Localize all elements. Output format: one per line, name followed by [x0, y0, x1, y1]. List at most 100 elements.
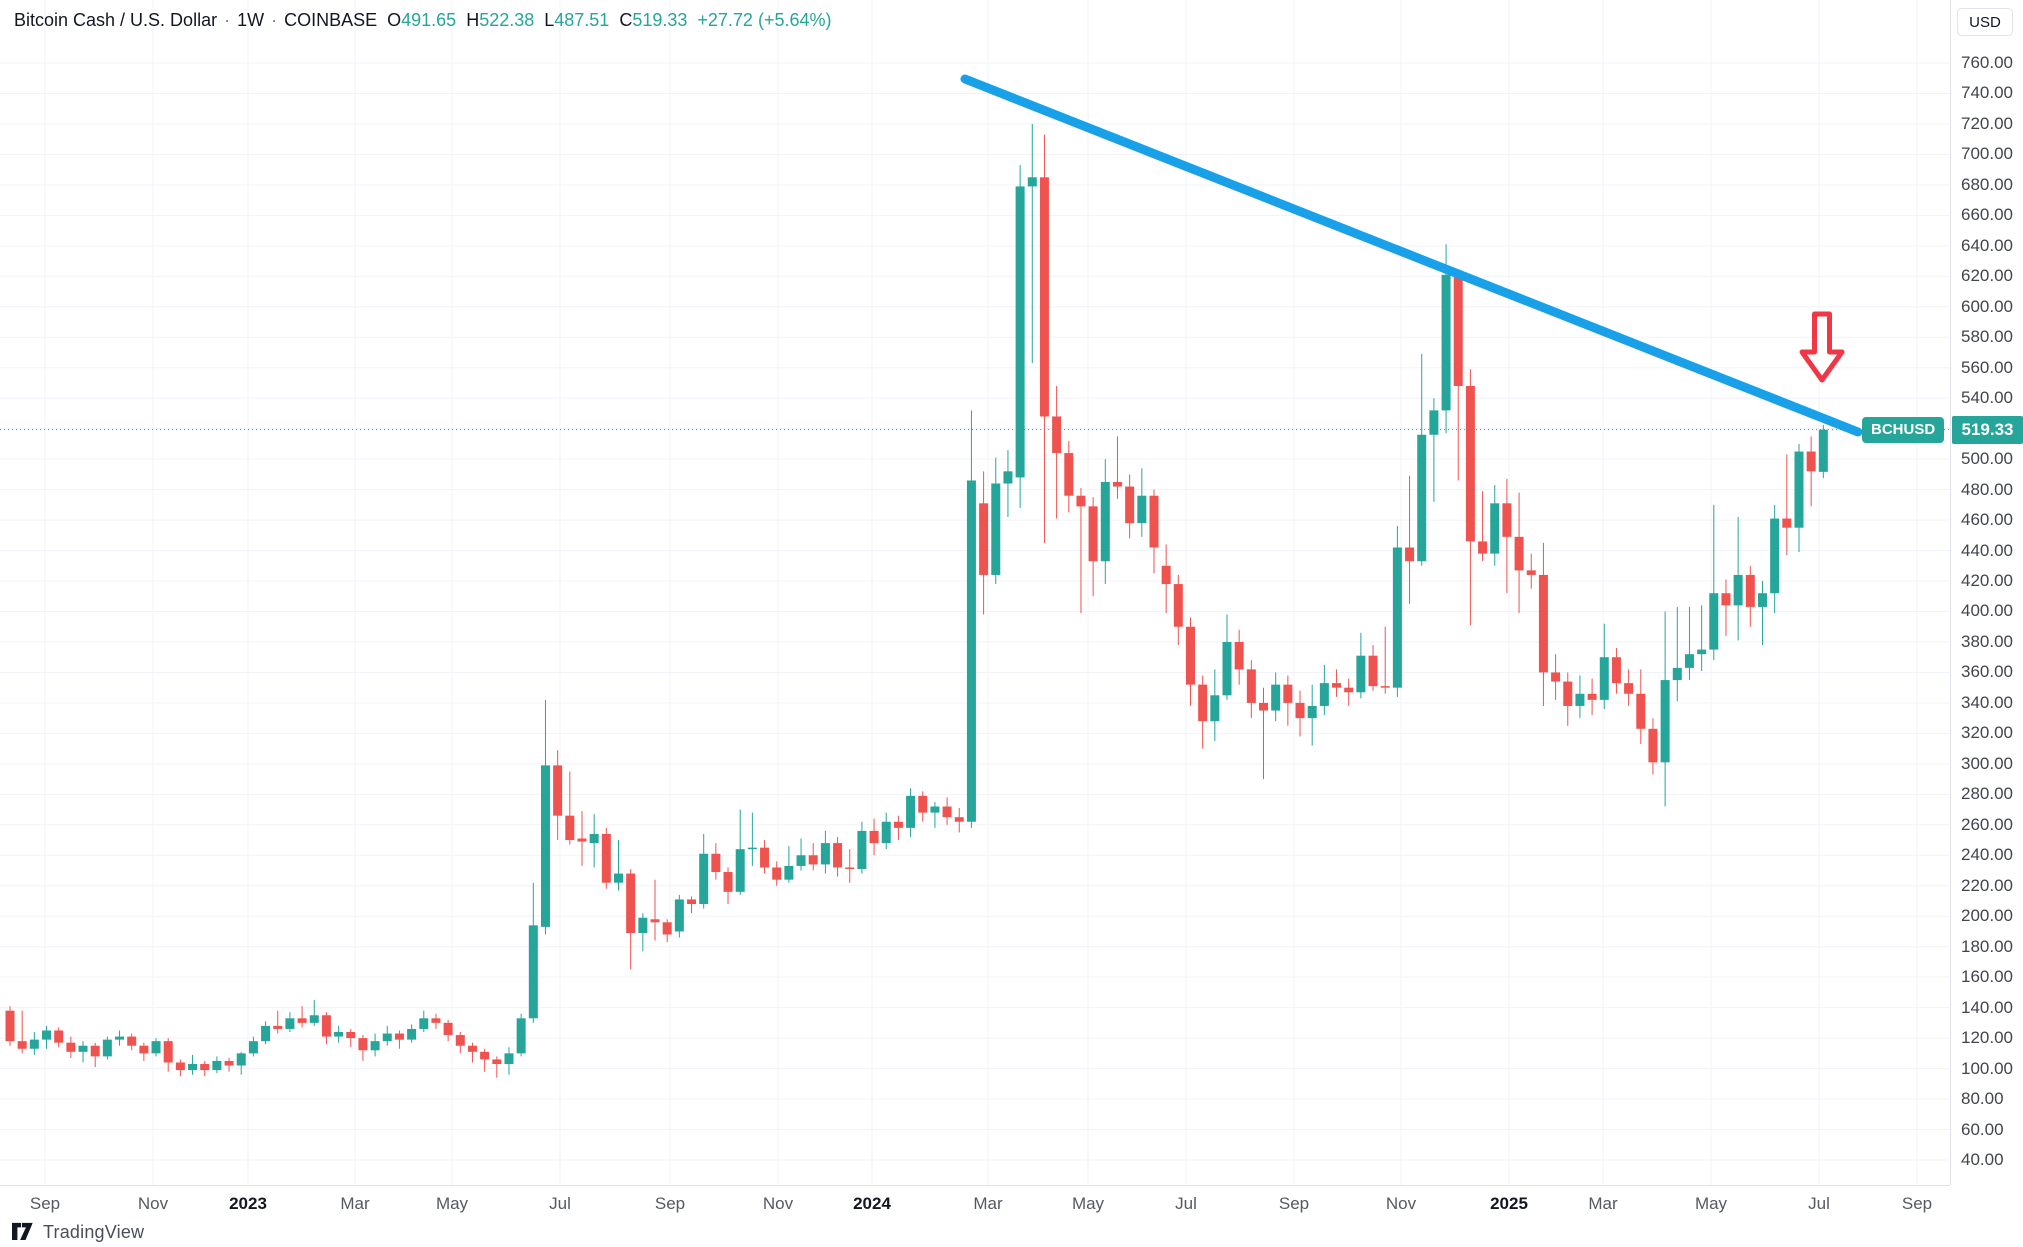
candle — [1173, 574, 1183, 646]
candlestick-chart-canvas[interactable] — [0, 0, 1950, 1185]
candle — [139, 1042, 149, 1061]
price-tick-label: 400.00 — [1961, 601, 2013, 621]
candle — [1733, 517, 1743, 641]
candle — [1283, 675, 1293, 726]
price-tick-label: 500.00 — [1961, 449, 2013, 469]
candle — [1478, 491, 1488, 562]
candle — [1039, 134, 1049, 543]
price-tick-label: 120.00 — [1961, 1028, 2013, 1048]
candle — [1490, 485, 1500, 566]
candle — [893, 815, 903, 841]
candle — [674, 894, 684, 938]
candle — [540, 699, 550, 935]
tradingview-logo-text: TradingView — [43, 1222, 145, 1242]
candle — [760, 840, 770, 874]
candle — [1721, 579, 1731, 636]
price-tick-label: 660.00 — [1961, 205, 2013, 225]
candle — [1161, 544, 1171, 614]
candle — [1368, 645, 1378, 691]
currency-unit-button[interactable]: USD — [1957, 8, 2013, 36]
price-tick-label: 460.00 — [1961, 510, 2013, 530]
candle — [808, 843, 818, 871]
candle — [589, 814, 599, 868]
candle — [662, 919, 672, 943]
candle — [577, 811, 587, 866]
price-tick-label: 240.00 — [1961, 845, 2013, 865]
time-tick-label: Sep — [29, 1194, 61, 1213]
candle — [699, 833, 709, 909]
candle — [869, 818, 879, 856]
price-tick-label: 40.00 — [1961, 1149, 2004, 1169]
candle — [1611, 648, 1621, 694]
price-tick-label: 600.00 — [1961, 296, 2013, 316]
candle — [224, 1057, 234, 1072]
candle — [346, 1028, 356, 1048]
time-tick-label: Sep — [1901, 1194, 1933, 1213]
candle — [1332, 669, 1342, 697]
candle — [1429, 398, 1439, 502]
time-tick-label: Jul — [1175, 1194, 1197, 1213]
candle — [966, 410, 976, 828]
candle — [1636, 669, 1646, 745]
candle — [1745, 565, 1755, 627]
legend-separator: · — [224, 10, 231, 30]
candle — [358, 1035, 368, 1061]
down-arrow-annotation[interactable] — [1799, 311, 1845, 383]
price-tick-label: 720.00 — [1961, 113, 2013, 133]
candle — [1100, 459, 1110, 585]
candle — [1794, 443, 1804, 553]
candle — [1697, 605, 1707, 671]
candle — [17, 1010, 27, 1054]
chart-pane[interactable]: Bitcoin Cash / U.S. Dollar · 1W · COINBASE O4… — [0, 0, 1950, 1185]
price-tick-label: 260.00 — [1961, 814, 2013, 834]
candle — [1599, 623, 1609, 710]
change-value: +27.72 (+5.64%) — [697, 10, 832, 30]
price-axis[interactable]: USD 760.00 740.00 720.00 700.00 680.00 660.00… — [1950, 0, 2023, 1185]
candle — [1526, 553, 1536, 589]
candle — [1259, 687, 1269, 780]
candle — [1563, 672, 1573, 726]
symbol-legend[interactable]: Bitcoin Cash / U.S. Dollar · 1W · COINBASE O4… — [14, 10, 832, 31]
candle — [1551, 654, 1561, 700]
candle — [261, 1021, 271, 1045]
candle — [1465, 369, 1475, 626]
candle — [212, 1056, 222, 1074]
candle — [431, 1013, 441, 1029]
price-tick-label: 180.00 — [1961, 936, 2013, 956]
time-tick-label: Jul — [549, 1194, 571, 1213]
candle — [1185, 617, 1195, 706]
tradingview-logo[interactable]: TradingView — [12, 1222, 144, 1243]
candle — [1198, 675, 1208, 749]
descending-trendline[interactable] — [960, 74, 1863, 437]
candle — [285, 1012, 295, 1033]
candle — [382, 1025, 392, 1046]
candle — [200, 1060, 210, 1077]
candle — [236, 1051, 246, 1075]
candle — [1088, 497, 1098, 597]
price-tick-label: 560.00 — [1961, 357, 2013, 377]
candle — [1319, 664, 1329, 716]
candle — [979, 471, 989, 615]
candle — [565, 771, 575, 845]
candle — [1271, 672, 1281, 722]
time-axis[interactable]: Sep Nov 2023 Mar May Jul Sep Nov 2024 Mar May Jul Se… — [0, 1185, 2023, 1223]
candle — [297, 1006, 307, 1028]
price-tick-label: 160.00 — [1961, 967, 2013, 987]
candle — [370, 1033, 380, 1057]
price-tick-label: 360.00 — [1961, 662, 2013, 682]
candle — [833, 836, 843, 877]
candle — [784, 846, 794, 883]
candle — [1344, 678, 1354, 706]
candle — [1587, 678, 1597, 716]
candle — [407, 1024, 417, 1043]
candle — [127, 1033, 137, 1051]
candle — [334, 1025, 344, 1043]
candle — [309, 1000, 319, 1026]
price-tick-label: 700.00 — [1961, 144, 2013, 164]
candle — [1076, 488, 1086, 614]
price-tick-label: 60.00 — [1961, 1119, 2004, 1139]
price-tick-label: 340.00 — [1961, 692, 2013, 712]
candle — [1392, 526, 1402, 697]
candle — [248, 1036, 258, 1057]
